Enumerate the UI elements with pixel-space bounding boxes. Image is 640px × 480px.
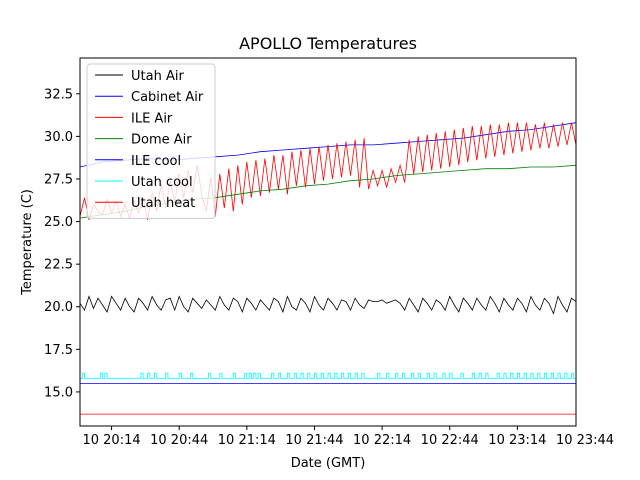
legend-label: Cabinet Air	[131, 90, 204, 105]
y-tick-label: 17.5	[44, 343, 73, 358]
x-tick-label: 10 22:14	[353, 433, 411, 448]
x-axis-label: Date (GMT)	[291, 456, 366, 471]
chart-title: APOLLO Temperatures	[239, 34, 417, 53]
y-tick-label: 22.5	[44, 258, 73, 273]
series-line-utah-cool	[80, 372, 576, 379]
legend-label: Utah cool	[131, 175, 193, 190]
legend-box	[86, 63, 216, 219]
series-line-utah-air	[79, 295, 577, 315]
legend: Utah Air Cabinet Air ILE Air Dome Air ILE co…	[86, 63, 216, 219]
x-tick-label: 10 22:44	[421, 433, 479, 448]
y-tick-label: 25.0	[44, 215, 73, 230]
y-axis: 15.0 17.5 20.0 22.5 25.0 27.5 30.0 32.5	[44, 87, 80, 400]
legend-label: Utah Air	[131, 69, 184, 84]
legend-label: ILE cool	[131, 154, 181, 169]
y-tick-label: 20.0	[44, 300, 73, 315]
y-tick-label: 32.5	[44, 87, 73, 102]
x-tick-label: 10 20:14	[82, 433, 140, 448]
x-axis: 10 20:14 10 20:44 10 21:14 10 21:44 10 22:14…	[82, 426, 614, 448]
y-axis-label: Temperature (C)	[20, 189, 35, 296]
x-tick-label: 10 23:44	[556, 433, 614, 448]
legend-label: Utah heat	[131, 196, 195, 211]
legend-label: Dome Air	[131, 133, 192, 148]
x-tick-label: 10 20:44	[150, 433, 208, 448]
plot-border	[79, 57, 577, 427]
y-tick-label: 27.5	[44, 172, 73, 187]
x-tick-label: 10 23:14	[488, 433, 546, 448]
y-tick-label: 15.0	[44, 385, 73, 400]
legend-label: ILE Air	[131, 111, 173, 126]
x-tick-label: 10 21:44	[285, 433, 343, 448]
y-tick-label: 30.0	[44, 130, 73, 145]
x-tick-label: 10 21:14	[218, 433, 276, 448]
